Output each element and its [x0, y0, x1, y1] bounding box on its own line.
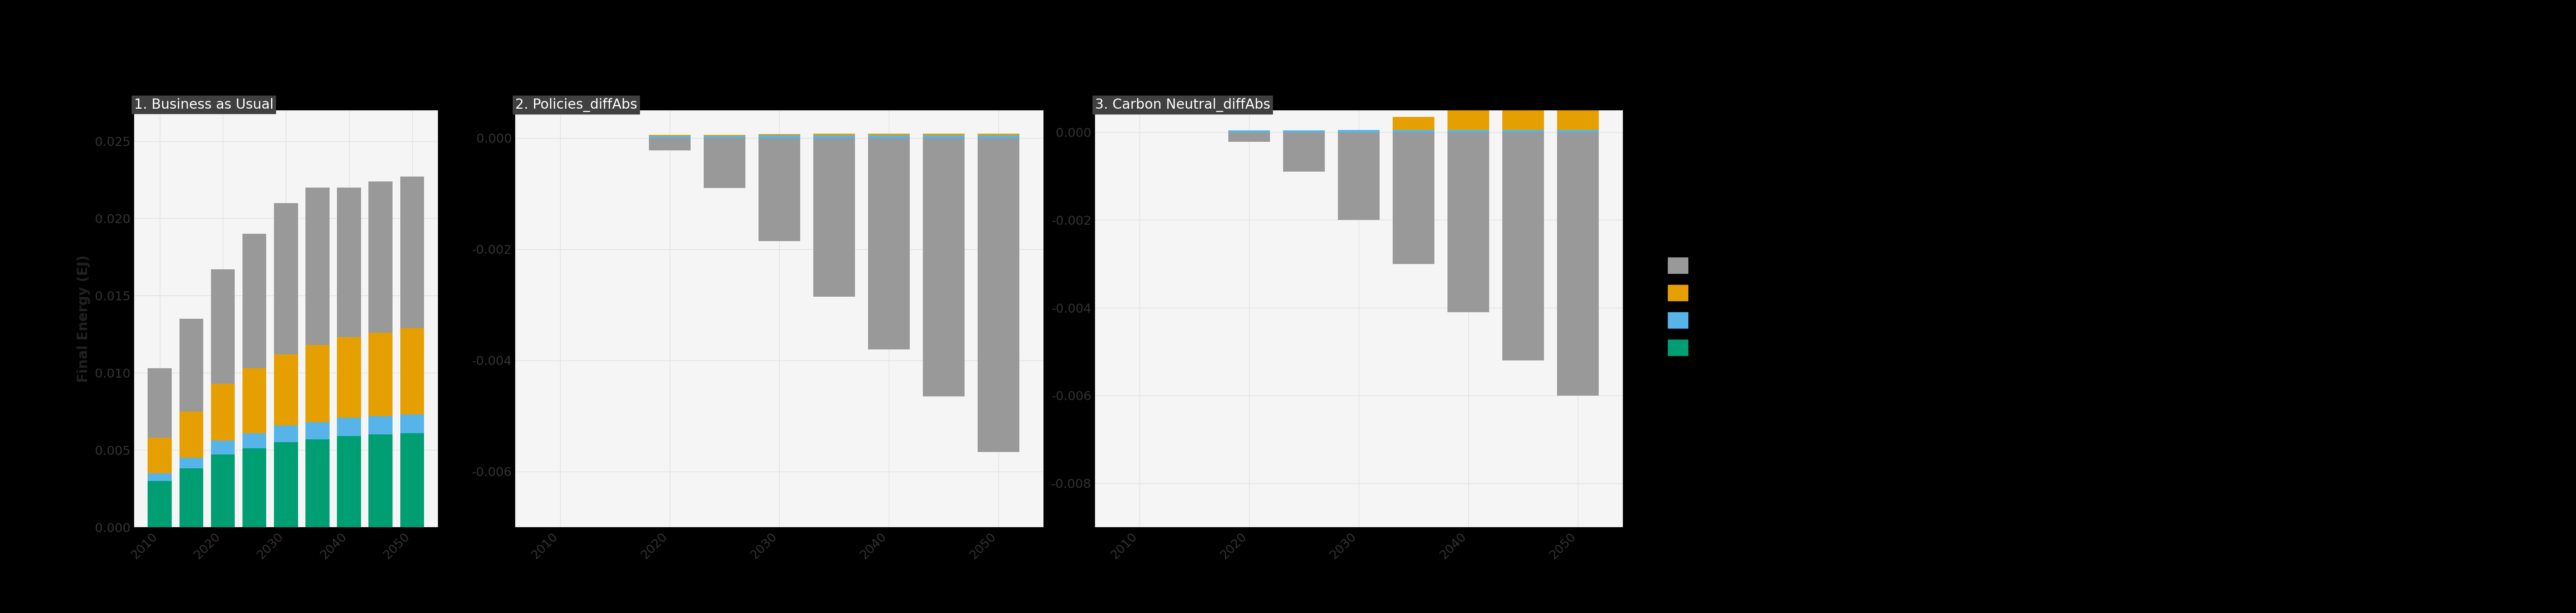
Bar — [242, 449, 265, 527]
Bar — [1448, 130, 1489, 132]
Bar — [1394, 117, 1435, 130]
Bar — [211, 269, 234, 384]
Bar — [1283, 132, 1324, 172]
Bar — [242, 433, 265, 449]
Bar — [211, 441, 234, 455]
Bar — [757, 135, 801, 138]
Bar — [337, 417, 361, 436]
Bar — [211, 455, 234, 527]
Bar — [868, 134, 909, 135]
Bar — [307, 345, 330, 422]
Bar — [1502, 86, 1543, 130]
Bar — [368, 435, 392, 527]
Bar — [868, 138, 909, 349]
Bar — [979, 135, 1020, 138]
Bar — [399, 414, 425, 433]
Y-axis label: Final Energy (EJ): Final Energy (EJ) — [77, 255, 90, 383]
Bar — [368, 333, 392, 416]
Bar — [180, 468, 204, 527]
Bar — [337, 337, 361, 417]
Bar — [649, 138, 690, 150]
Bar — [1448, 132, 1489, 312]
Bar — [1337, 130, 1381, 132]
Bar — [399, 328, 425, 414]
Bar — [757, 138, 801, 241]
Bar — [147, 473, 173, 481]
Bar — [211, 384, 234, 441]
Bar — [814, 135, 855, 138]
Bar — [1283, 131, 1324, 132]
Text: 3. Carbon Neutral_diffAbs: 3. Carbon Neutral_diffAbs — [1095, 98, 1270, 112]
Bar — [273, 203, 299, 354]
Bar — [242, 368, 265, 433]
Bar — [1229, 131, 1270, 132]
Bar — [703, 136, 744, 138]
Text: 2. Policies_diffAbs: 2. Policies_diffAbs — [515, 98, 636, 112]
Bar — [1502, 130, 1543, 132]
Bar — [273, 442, 299, 527]
Bar — [814, 134, 855, 135]
Bar — [1448, 99, 1489, 130]
Bar — [242, 234, 265, 368]
Legend: residential ACMV, residential cooking, residential lighting, residential other: residential ACMV, residential cooking, r… — [1667, 257, 1816, 356]
Bar — [922, 135, 963, 138]
Bar — [703, 138, 744, 188]
Bar — [180, 411, 204, 458]
Bar — [1558, 130, 1600, 132]
Bar — [337, 436, 361, 527]
Bar — [147, 438, 173, 473]
Bar — [922, 138, 963, 397]
Bar — [307, 422, 330, 439]
Bar — [1229, 132, 1270, 142]
Bar — [757, 134, 801, 135]
Text: 1. Business as Usual: 1. Business as Usual — [134, 98, 273, 112]
Bar — [399, 177, 425, 328]
Bar — [307, 188, 330, 345]
Bar — [1394, 132, 1435, 264]
Bar — [337, 188, 361, 337]
Bar — [399, 433, 425, 527]
Bar — [273, 354, 299, 425]
Bar — [868, 135, 909, 138]
Bar — [307, 439, 330, 527]
Bar — [1337, 132, 1381, 220]
Bar — [147, 368, 173, 438]
Bar — [649, 136, 690, 138]
Bar — [368, 181, 392, 333]
Bar — [180, 319, 204, 411]
Bar — [1558, 73, 1600, 130]
Bar — [147, 481, 173, 527]
Bar — [922, 134, 963, 135]
Bar — [1394, 130, 1435, 132]
Bar — [368, 416, 392, 435]
Bar — [703, 135, 744, 136]
Bar — [1502, 132, 1543, 360]
Bar — [649, 135, 690, 136]
Bar — [273, 425, 299, 442]
Bar — [1558, 132, 1600, 395]
Bar — [979, 138, 1020, 452]
Bar — [814, 138, 855, 297]
Bar — [979, 134, 1020, 135]
Bar — [180, 458, 204, 468]
